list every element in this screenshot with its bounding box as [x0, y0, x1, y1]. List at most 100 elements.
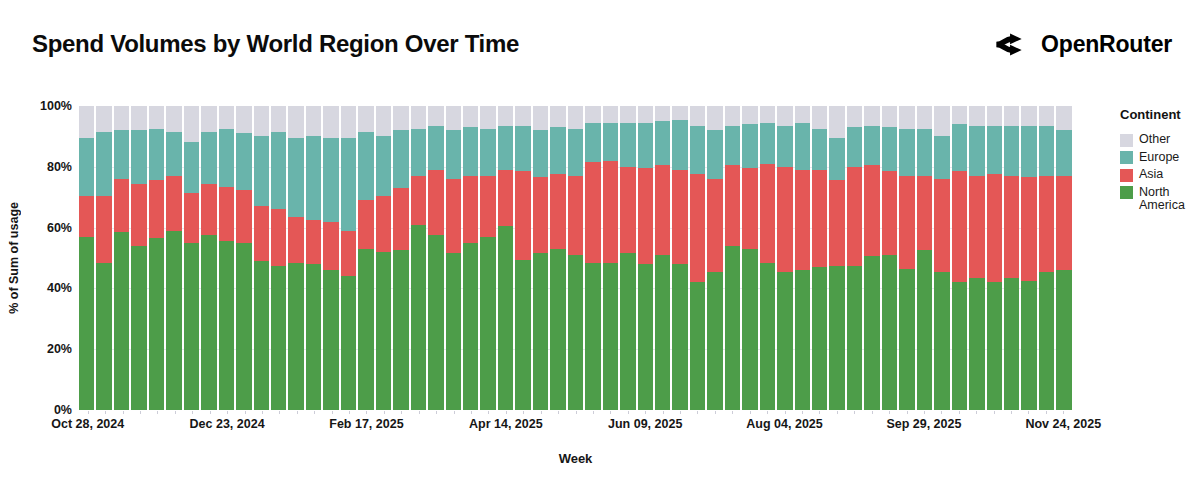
bar-segment-other — [707, 106, 722, 130]
bar-segment-north-america — [1021, 281, 1036, 410]
bar-segment-europe — [201, 132, 216, 184]
bar-may-12-2025 — [568, 106, 583, 410]
x-tick — [366, 411, 367, 414]
bar-segment-north-america — [515, 260, 530, 410]
bar-segment-europe — [777, 126, 792, 167]
x-tick — [785, 411, 786, 414]
bar-segment-north-america — [184, 243, 199, 410]
bar-segment-asia — [585, 162, 600, 262]
bar-nov-04-2024 — [96, 106, 111, 410]
bar-segment-other — [620, 106, 635, 123]
legend-item-asia: Asia — [1120, 168, 1196, 182]
bar-segment-other — [498, 106, 513, 126]
bar-segment-europe — [568, 129, 583, 176]
bar-segment-asia — [236, 190, 251, 243]
x-tick — [454, 411, 455, 414]
bar-mar-31-2025 — [463, 106, 478, 410]
bar-segment-europe — [288, 138, 303, 217]
bar-segment-europe — [550, 127, 565, 174]
bar-segment-asia — [934, 179, 949, 272]
bar-segment-europe — [219, 129, 234, 187]
bar-segment-north-america — [550, 249, 565, 410]
bar-jun-30-2025 — [690, 106, 705, 410]
x-tick — [541, 411, 542, 414]
bar-segment-europe — [1039, 126, 1054, 176]
x-tick — [819, 411, 820, 414]
plot-area — [79, 106, 1072, 410]
bar-aug-25-2025 — [829, 106, 844, 410]
bar-segment-asia — [219, 187, 234, 242]
bar-segment-europe — [620, 123, 635, 167]
bar-segment-other — [358, 106, 373, 132]
x-tick — [314, 411, 315, 414]
bar-feb-03-2025 — [323, 106, 338, 410]
bar-segment-asia — [411, 176, 426, 225]
bar-segment-asia — [812, 170, 827, 267]
bar-segment-other — [917, 106, 932, 129]
y-tick-label-60: 60% — [47, 221, 72, 235]
x-tick — [889, 411, 890, 414]
bar-jun-02-2025 — [620, 106, 635, 410]
x-tick — [279, 411, 280, 414]
bar-segment-other — [463, 106, 478, 127]
bar-segment-other — [131, 106, 146, 130]
bar-segment-other — [1056, 106, 1071, 130]
bar-dec-16-2024 — [201, 106, 216, 410]
bar-segment-europe — [899, 129, 914, 176]
bar-segment-north-america — [236, 243, 251, 410]
bar-segment-asia — [463, 176, 478, 243]
bar-segment-asia — [603, 161, 618, 263]
bar-segment-asia — [288, 217, 303, 263]
x-tick — [227, 411, 228, 414]
bar-nov-10-2025 — [1021, 106, 1036, 410]
x-tick — [523, 411, 524, 414]
bar-segment-asia — [620, 167, 635, 254]
x-tick — [123, 411, 124, 414]
bar-segment-europe — [829, 138, 844, 181]
x-axis-tick-labels: Oct 28, 2024Dec 23, 2024Feb 17, 2025Apr … — [79, 417, 1072, 433]
bar-segment-asia — [882, 171, 897, 255]
bar-mar-10-2025 — [411, 106, 426, 410]
bar-segment-asia — [1056, 176, 1071, 270]
bar-segment-asia — [480, 176, 495, 237]
bar-segment-north-america — [812, 267, 827, 410]
x-tick — [854, 411, 855, 414]
bar-mar-03-2025 — [393, 106, 408, 410]
bar-segment-europe — [1004, 126, 1019, 176]
bar-segment-other — [114, 106, 129, 130]
bar-oct-27-2025 — [987, 106, 1002, 410]
bar-segment-other — [533, 106, 548, 130]
bar-segment-asia — [254, 206, 269, 261]
bar-segment-europe — [1021, 126, 1036, 178]
bar-segment-europe — [271, 132, 286, 210]
bar-segment-asia — [393, 188, 408, 250]
bar-segment-other — [899, 106, 914, 129]
legend-swatch-north-america — [1120, 186, 1133, 199]
bar-segment-other — [934, 106, 949, 136]
bar-segment-north-america — [533, 253, 548, 410]
bar-feb-10-2025 — [341, 106, 356, 410]
bar-segment-other — [864, 106, 879, 126]
bar-mar-24-2025 — [446, 106, 461, 410]
x-tick — [837, 411, 838, 414]
x-tick — [576, 411, 577, 414]
x-tick — [471, 411, 472, 414]
bar-may-05-2025 — [550, 106, 565, 410]
bar-segment-europe — [672, 120, 687, 170]
bar-segment-europe — [411, 129, 426, 176]
x-tick — [976, 411, 977, 414]
bar-segment-asia — [341, 231, 356, 277]
bar-segment-asia — [725, 165, 740, 246]
x-tick — [750, 411, 751, 414]
bar-segment-europe — [655, 121, 670, 165]
x-tick — [192, 411, 193, 414]
bar-mar-17-2025 — [428, 106, 443, 410]
x-tick — [941, 411, 942, 414]
bar-segment-north-america — [1004, 278, 1019, 410]
bar-aug-18-2025 — [812, 106, 827, 410]
bar-segment-north-america — [131, 246, 146, 410]
bar-segment-europe — [917, 129, 932, 176]
bar-segment-north-america — [376, 252, 391, 410]
bar-segment-europe — [166, 132, 181, 176]
bar-segment-europe — [463, 127, 478, 176]
